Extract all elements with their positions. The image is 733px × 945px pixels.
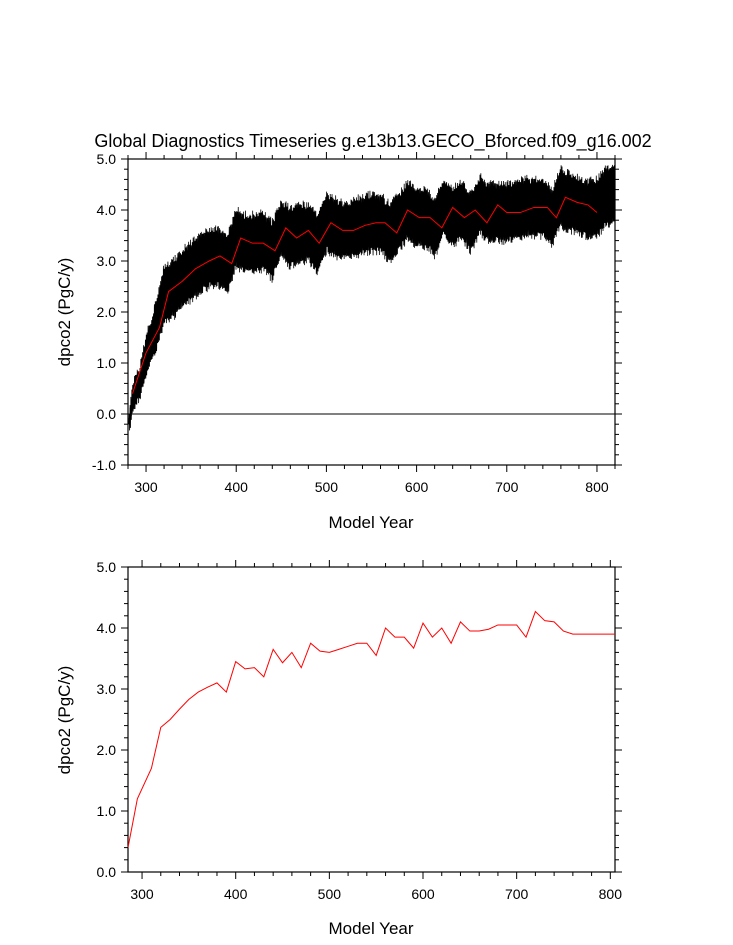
- top-x-tick-label: 700: [495, 479, 519, 495]
- bottom-x-tick-labels: 300 400 500 600 700 800: [130, 886, 622, 902]
- top-x-tick-label: 800: [585, 479, 609, 495]
- bottom-x-tick-label: 700: [505, 886, 529, 902]
- top-y-axis-label: dpco2 (PgC/y): [55, 258, 74, 367]
- top-x-axis-label: Model Year: [328, 513, 413, 532]
- top-y-tick-labels: -1.0 0.0 1.0 2.0 3.0 4.0 5.0: [92, 151, 116, 473]
- top-x-tick-label: 500: [315, 479, 339, 495]
- chart-title: Global Diagnostics Timeseries g.e13b13.G…: [94, 131, 651, 152]
- bottom-axis-ticks: [121, 560, 622, 879]
- bottom-y-tick-label: 3.0: [97, 681, 117, 697]
- top-panel: 300 400 500 600 700 800 -1.0 0.0 1.0 2.0 3.0 4.0 5.…: [55, 151, 622, 532]
- top-x-tick-label: 400: [225, 479, 249, 495]
- top-y-tick-label: 3.0: [97, 253, 117, 269]
- bottom-x-tick-label: 800: [599, 886, 623, 902]
- top-x-tick-labels: 300 400 500 600 700 800: [134, 479, 608, 495]
- top-y-tick-label: 1.0: [97, 355, 117, 371]
- bottom-x-tick-label: 600: [411, 886, 435, 902]
- bottom-y-tick-labels: 0.0 1.0 2.0 3.0 4.0 5.0: [97, 559, 117, 880]
- top-y-tick-label: 5.0: [97, 151, 117, 167]
- bottom-panel: 300 400 500 600 700 800 0.0 1.0 2.0 3.0 4.0 5.0 Mo…: [55, 559, 622, 938]
- bottom-x-axis-label: Model Year: [328, 919, 413, 938]
- monthly-series-line: [128, 164, 616, 431]
- bottom-x-tick-label: 400: [224, 886, 248, 902]
- annual-mean-series-line: [132, 196, 598, 394]
- top-y-tick-label: 4.0: [97, 202, 117, 218]
- bottom-x-tick-label: 500: [318, 886, 342, 902]
- bottom-y-tick-label: 5.0: [97, 559, 117, 575]
- bottom-y-tick-label: 0.0: [97, 864, 117, 880]
- bottom-plot-frame: [127, 566, 616, 873]
- bottom-y-tick-label: 4.0: [97, 620, 117, 636]
- bottom-y-tick-label: 1.0: [97, 803, 117, 819]
- top-y-tick-label: 0.0: [97, 406, 117, 422]
- top-axis-ticks: [121, 152, 622, 472]
- bottom-y-axis-label: dpco2 (PgC/y): [55, 666, 74, 775]
- bottom-y-tick-label: 2.0: [97, 742, 117, 758]
- top-annual-mean-series: [132, 196, 598, 394]
- bottom-x-tick-label: 300: [130, 886, 154, 902]
- bottom-annual-mean-series: [127, 610, 615, 848]
- top-monthly-series: [128, 164, 616, 431]
- top-y-tick-label: 2.0: [97, 304, 117, 320]
- top-x-tick-label: 300: [134, 479, 158, 495]
- annual-mean-series-line: [127, 610, 615, 848]
- top-y-tick-label: -1.0: [92, 457, 116, 473]
- top-x-tick-label: 600: [405, 479, 429, 495]
